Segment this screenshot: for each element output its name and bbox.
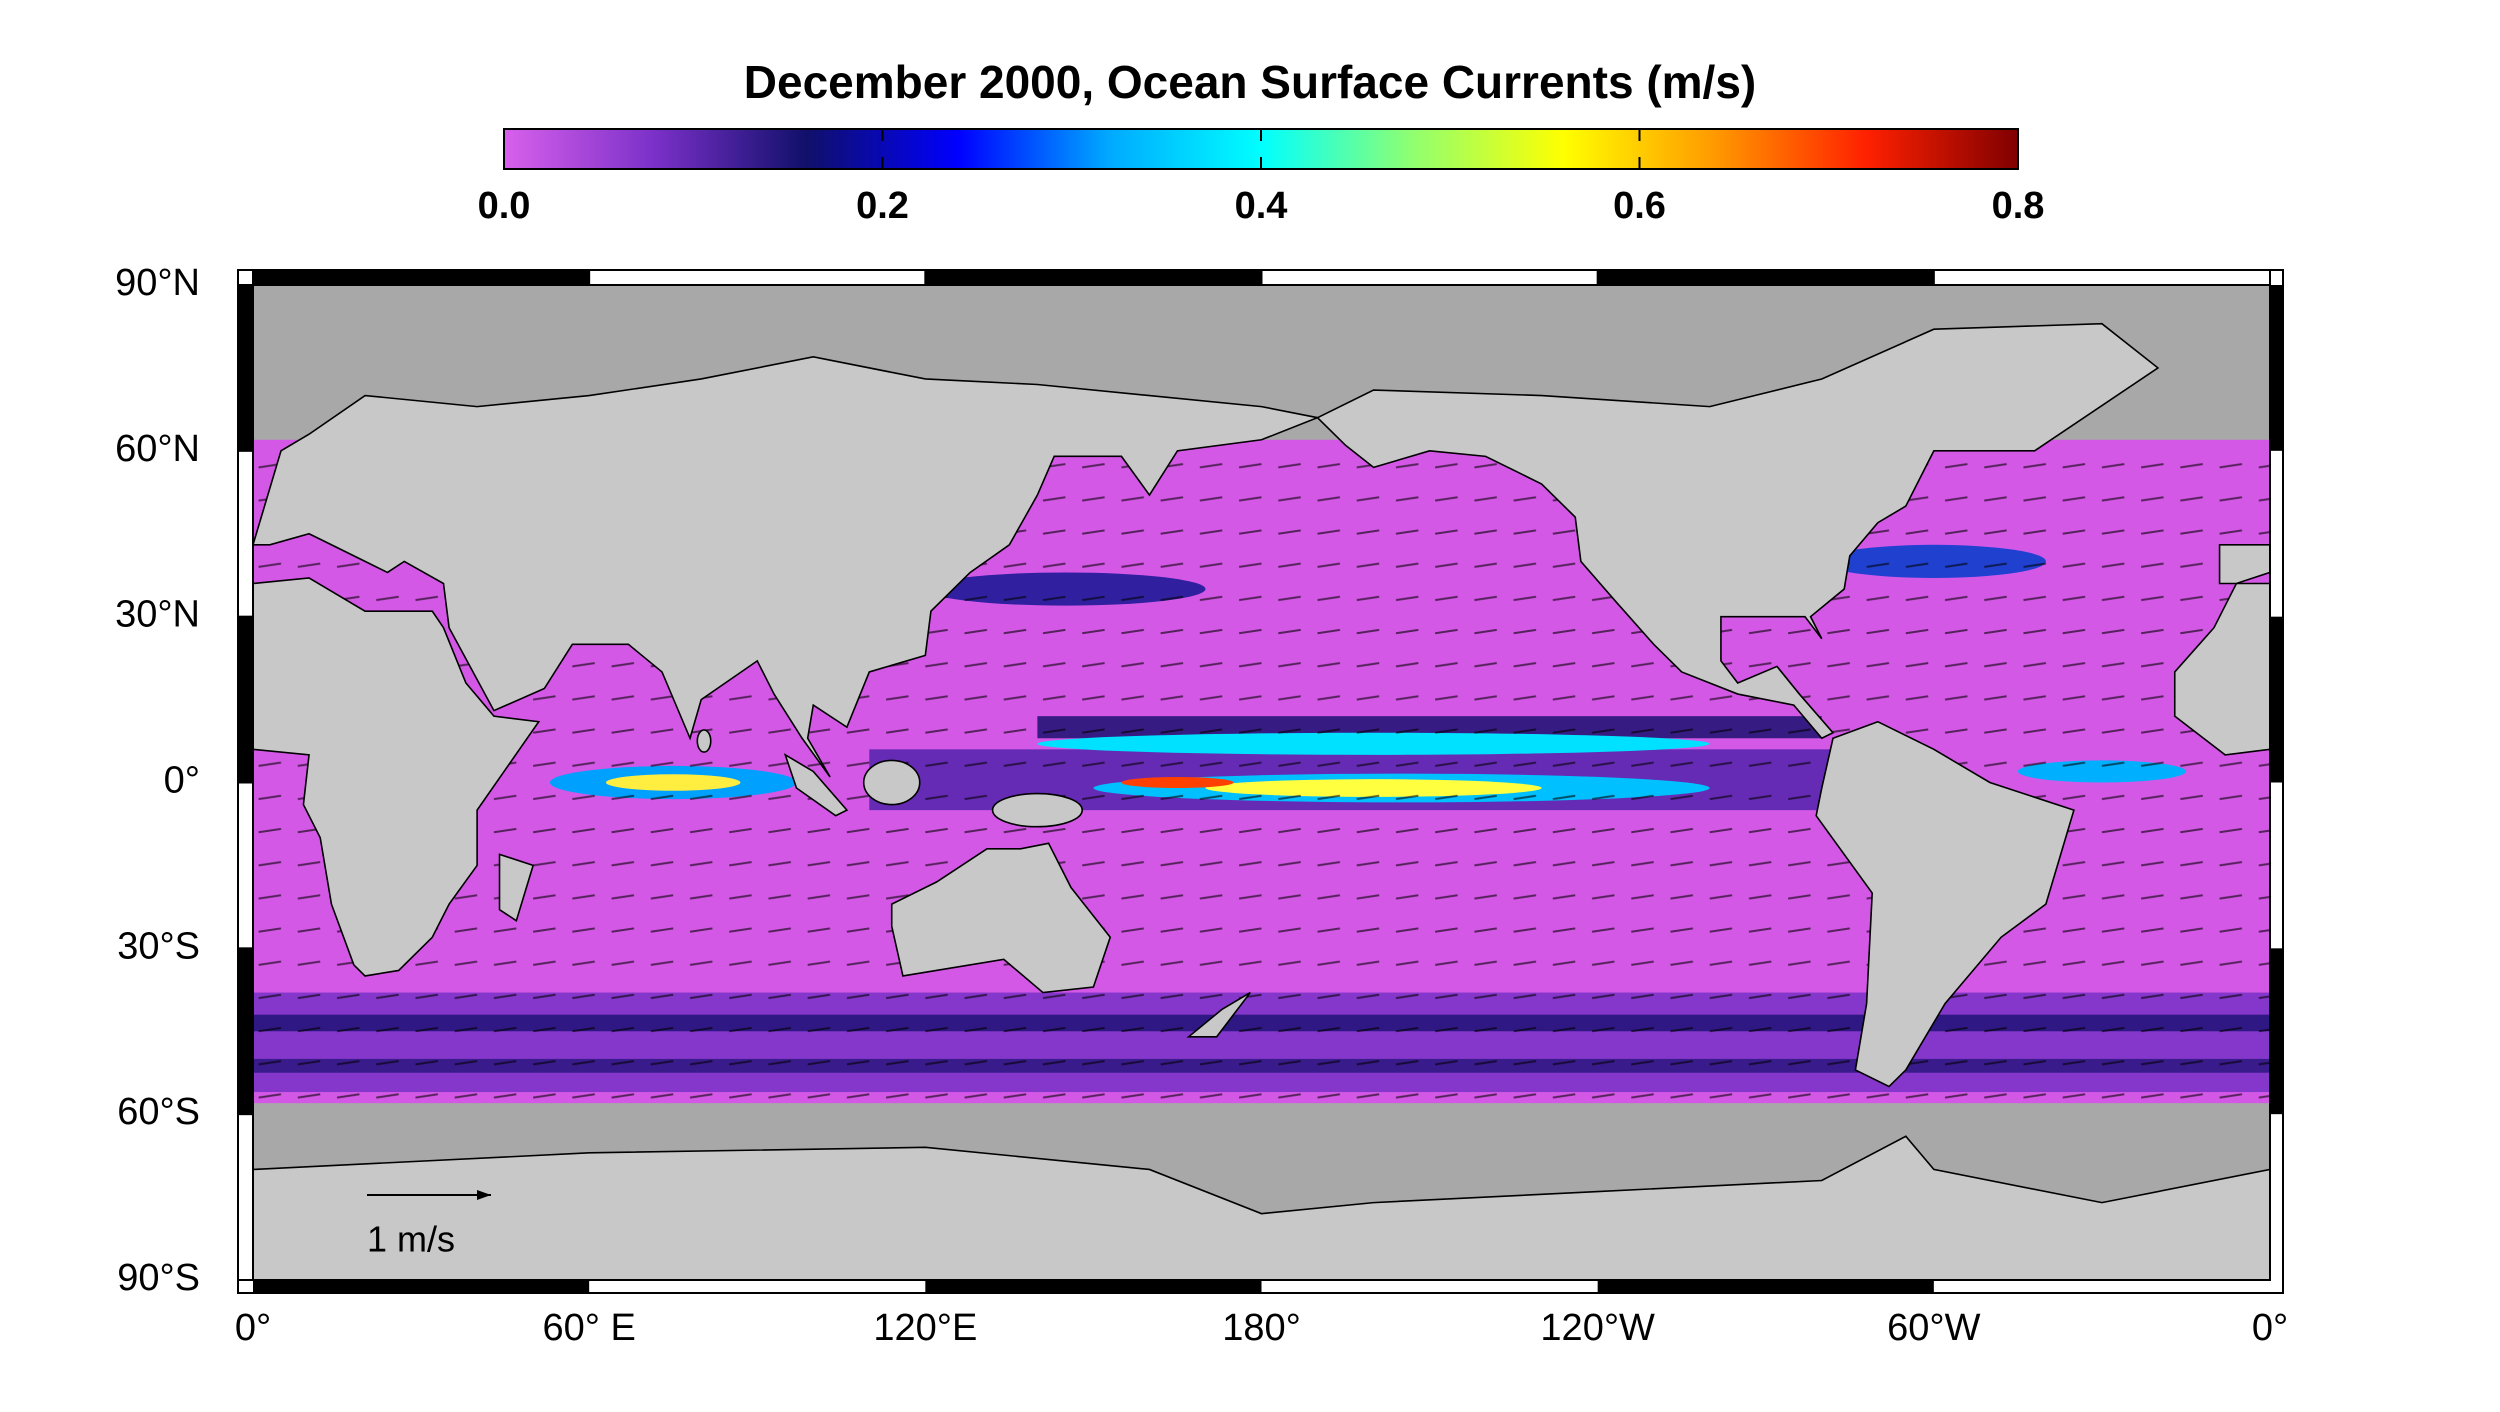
x-tick-label: 180° [1222,1307,1301,1349]
x-tick-label: 120°E [873,1307,977,1349]
y-tick-label: 90°N [115,262,200,304]
borneo [864,760,920,804]
y-tick-label: 0° [164,760,200,802]
colorbar-tick-label: 0.4 [1235,185,1288,227]
x-tick-label: 60° E [542,1307,635,1349]
frame-block [239,285,252,451]
frame-block [925,271,1262,284]
colorbar-tick-label: 0.2 [856,185,909,227]
title: December 2000, Ocean Surface Currents (m… [744,56,1756,108]
frame-block [1597,1281,1934,1292]
colorbar-tick-label: 0.6 [1613,185,1666,227]
new-guinea [993,794,1083,827]
y-tick-label: 60°N [115,428,200,470]
new-zealand [1189,993,1251,1037]
eurasia [253,357,1318,777]
frame-block [2271,616,2282,783]
land [253,324,2270,1280]
frame-block [2271,285,2282,451]
x-tick-label: 60°W [1887,1307,1980,1349]
madagascar [500,854,534,920]
south-america [1816,722,2074,1087]
antarctica [253,1136,2270,1280]
scale-arrow-label: 1 m/s [367,1219,455,1260]
sumatra [785,755,847,816]
frame-block [2271,948,2282,1115]
frame-block [253,271,590,284]
scale-arrow-head [477,1190,491,1200]
y-tick-label: 60°S [117,1091,200,1133]
y-tick-label: 30°N [115,594,200,636]
frame-block [239,948,252,1115]
map-frame [237,269,2284,1294]
y-tick-label: 30°S [117,925,200,967]
sri-lanka [697,730,710,752]
x-tick-label: 120°W [1540,1307,1655,1349]
x-tick-label: 0° [2252,1307,2288,1349]
frame-block [253,1281,590,1292]
colorbar-tick-label: 0.8 [1992,185,2045,227]
europe-west [2220,545,2270,584]
frame-block [925,1281,1262,1292]
africa-west [2175,584,2270,755]
africa [253,578,539,976]
colorbar-tick-label: 0.0 [478,185,531,227]
frame-block [239,616,252,783]
map-area [253,285,2270,1280]
y-tick-label: 90°S [117,1257,200,1299]
frame-block [1597,271,1934,284]
north-america [1318,324,2158,739]
australia [892,843,1111,992]
x-tick-label: 0° [235,1307,271,1349]
